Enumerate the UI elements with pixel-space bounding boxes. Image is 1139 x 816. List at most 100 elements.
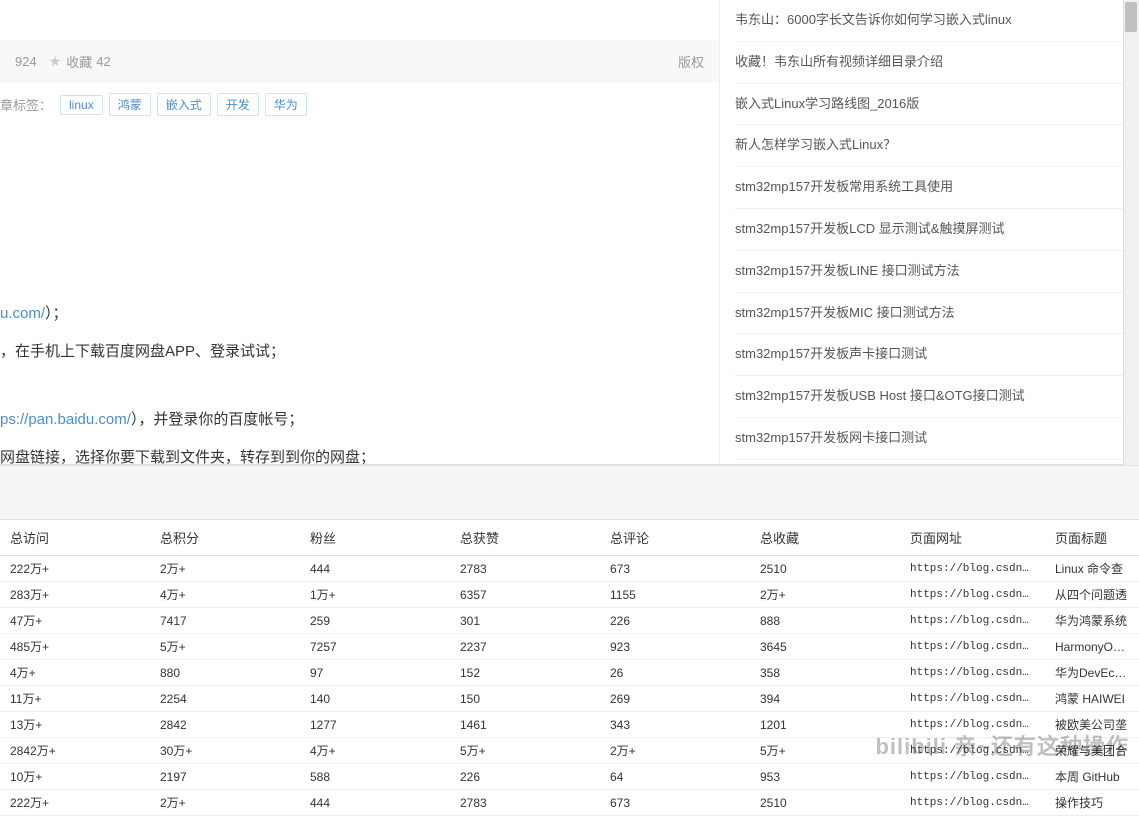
tag-huawei[interactable]: 华为 [265, 93, 307, 116]
table-cell: 222万+ [0, 790, 150, 816]
table-column-header[interactable]: 粉丝 [300, 520, 450, 556]
copyright-link[interactable]: 版权 [678, 52, 704, 71]
article-text-1: ）； [45, 305, 68, 322]
tags-label: 章标签： [0, 95, 52, 114]
table-row[interactable]: 13万+2842127714613431201https://blog.csdn… [0, 712, 1139, 738]
tag-linux[interactable]: linux [60, 95, 103, 115]
article-text-4: 网盘链接，选择你要下载到文件夹，转存到到你的网盘； [0, 440, 719, 464]
table-cell: 30万+ [150, 738, 300, 764]
table-cell: 2783 [450, 556, 600, 582]
tag-embedded[interactable]: 嵌入式 [157, 93, 211, 116]
table-cell: 2万+ [750, 582, 900, 608]
table-column-header[interactable]: 页面网址 [900, 520, 1045, 556]
table-row[interactable]: 11万+2254140150269394https://blog.csdn.ne… [0, 686, 1139, 712]
table-row[interactable]: 2842万+30万+4万+5万+2万+5万+https://blog.csdn.… [0, 738, 1139, 764]
star-icon[interactable]: ★ [49, 53, 62, 70]
table-column-header[interactable]: 总访问 [0, 520, 150, 556]
scrollbar-thumb[interactable] [1125, 2, 1137, 32]
table-cell: 394 [750, 686, 900, 712]
table-cell: 26 [600, 660, 750, 686]
sidebar-item[interactable]: stm32mp157开发板USB Host 接口&OTG接口测试 [735, 376, 1124, 418]
tags-row: 章标签： linux 鸿蒙 嵌入式 开发 华为 [0, 83, 719, 126]
table-cell: https://blog.csdn.ne... [900, 660, 1045, 686]
article-meta-bar: 924 ★ 收藏 42 版权 [0, 40, 719, 83]
table-column-header[interactable]: 总收藏 [750, 520, 900, 556]
table-cell: 2237 [450, 634, 600, 660]
table-cell: 1万+ [300, 582, 450, 608]
table-cell: 588 [300, 764, 450, 790]
table-cell: https://blog.csdn.ne... [900, 634, 1045, 660]
table-cell: 269 [600, 686, 750, 712]
table-cell: 1461 [450, 712, 600, 738]
sidebar-item[interactable]: stm32mp157开发板网卡接口测试 [735, 418, 1124, 460]
table-cell: https://blog.csdn.ne... [900, 556, 1045, 582]
table-cell: 226 [450, 764, 600, 790]
table-cell: 47万+ [0, 608, 150, 634]
sidebar-item[interactable]: 收藏！韦东山所有视频详细目录介绍 [735, 42, 1124, 84]
table-cell: 6357 [450, 582, 600, 608]
sidebar-item[interactable]: stm32mp157开发板LINE 接口测试方法 [735, 251, 1124, 293]
table-cell: 2842 [150, 712, 300, 738]
table-cell: 操作技巧 [1045, 790, 1139, 816]
tag-hongmeng[interactable]: 鸿蒙 [109, 93, 151, 116]
scrollbar-track[interactable] [1123, 0, 1139, 465]
table-cell: 2197 [150, 764, 300, 790]
table-cell: 13万+ [0, 712, 150, 738]
table-row[interactable]: 4万+8809715226358https://blog.csdn.ne...华… [0, 660, 1139, 686]
table-cell: 97 [300, 660, 450, 686]
table-cell: 华为鸿蒙系统 [1045, 608, 1139, 634]
table-cell: 301 [450, 608, 600, 634]
view-count-fragment: 924 [15, 54, 37, 69]
sidebar-item[interactable]: 韦东山：6000字长文告诉你如何学习嵌入式linux [735, 0, 1124, 42]
table-row[interactable]: 485万+5万+725722379233645https://blog.csdn… [0, 634, 1139, 660]
sidebar-item[interactable]: stm32mp157开发板LCD 显示测试&触摸屏测试 [735, 209, 1124, 251]
table-cell: 7257 [300, 634, 450, 660]
table-cell: 673 [600, 790, 750, 816]
table-cell: 485万+ [0, 634, 150, 660]
table-cell: 140 [300, 686, 450, 712]
table-cell: 358 [750, 660, 900, 686]
sidebar-item[interactable]: 嵌入式Linux学习路线图_2016版 [735, 84, 1124, 126]
table-column-header[interactable]: 总获赞 [450, 520, 600, 556]
table-cell: 3645 [750, 634, 900, 660]
table-cell: Linux 命令查 [1045, 556, 1139, 582]
table-cell: 673 [600, 556, 750, 582]
table-row[interactable]: 222万+2万+44427836732510https://blog.csdn.… [0, 556, 1139, 582]
collect-count: 42 [96, 54, 110, 69]
table-row[interactable]: 222万+2万+44427836732510https://blog.csdn.… [0, 790, 1139, 816]
table-cell: 5万+ [450, 738, 600, 764]
table-column-header[interactable]: 总评论 [600, 520, 750, 556]
table-cell: 444 [300, 556, 450, 582]
related-articles-sidebar: 韦东山：6000字长文告诉你如何学习嵌入式linux收藏！韦东山所有视频详细目录… [719, 0, 1139, 464]
article-link-1[interactable]: u.com/ [0, 305, 45, 322]
collect-label[interactable]: 收藏 [66, 52, 92, 71]
table-cell: 1277 [300, 712, 450, 738]
table-column-header[interactable]: 页面标题 [1045, 520, 1139, 556]
table-row[interactable]: 47万+7417259301226888https://blog.csdn.ne… [0, 608, 1139, 634]
article-text-3: ），并登录你的百度帐号； [131, 411, 304, 428]
tag-dev[interactable]: 开发 [217, 93, 259, 116]
article-link-2[interactable]: ps://pan.baidu.com/ [0, 411, 131, 428]
table-cell: https://blog.csdn.ne... [900, 608, 1045, 634]
table-cell: 5万+ [150, 634, 300, 660]
table-cell: 1155 [600, 582, 750, 608]
table-cell: 2254 [150, 686, 300, 712]
sidebar-item[interactable]: stm32mp157开发板声卡接口测试 [735, 334, 1124, 376]
table-cell: 283万+ [0, 582, 150, 608]
table-cell: https://blog.csdn.ne... [900, 738, 1045, 764]
table-cell: HarmonyOS简介 [1045, 634, 1139, 660]
table-cell: 荣耀与美团合 [1045, 738, 1139, 764]
table-cell: https://blog.csdn.ne... [900, 790, 1045, 816]
table-row[interactable]: 10万+219758822664953https://blog.csdn.ne.… [0, 764, 1139, 790]
table-column-header[interactable]: 总积分 [150, 520, 300, 556]
article-body: u.com/）； ，在手机上下载百度网盘APP、登录试试； ps://pan.b… [0, 126, 719, 464]
table-cell: 888 [750, 608, 900, 634]
table-cell: 150 [450, 686, 600, 712]
table-cell: https://blog.csdn.ne... [900, 582, 1045, 608]
table-cell: 鸿蒙 HAIWEI [1045, 686, 1139, 712]
sidebar-item[interactable]: 新人怎样学习嵌入式Linux？ [735, 125, 1124, 167]
sidebar-item[interactable]: stm32mp157开发板常用系统工具使用 [735, 167, 1124, 209]
sidebar-item[interactable]: stm32mp157开发板MIC 接口测试方法 [735, 293, 1124, 335]
table-cell: 923 [600, 634, 750, 660]
table-row[interactable]: 283万+4万+1万+635711552万+https://blog.csdn.… [0, 582, 1139, 608]
